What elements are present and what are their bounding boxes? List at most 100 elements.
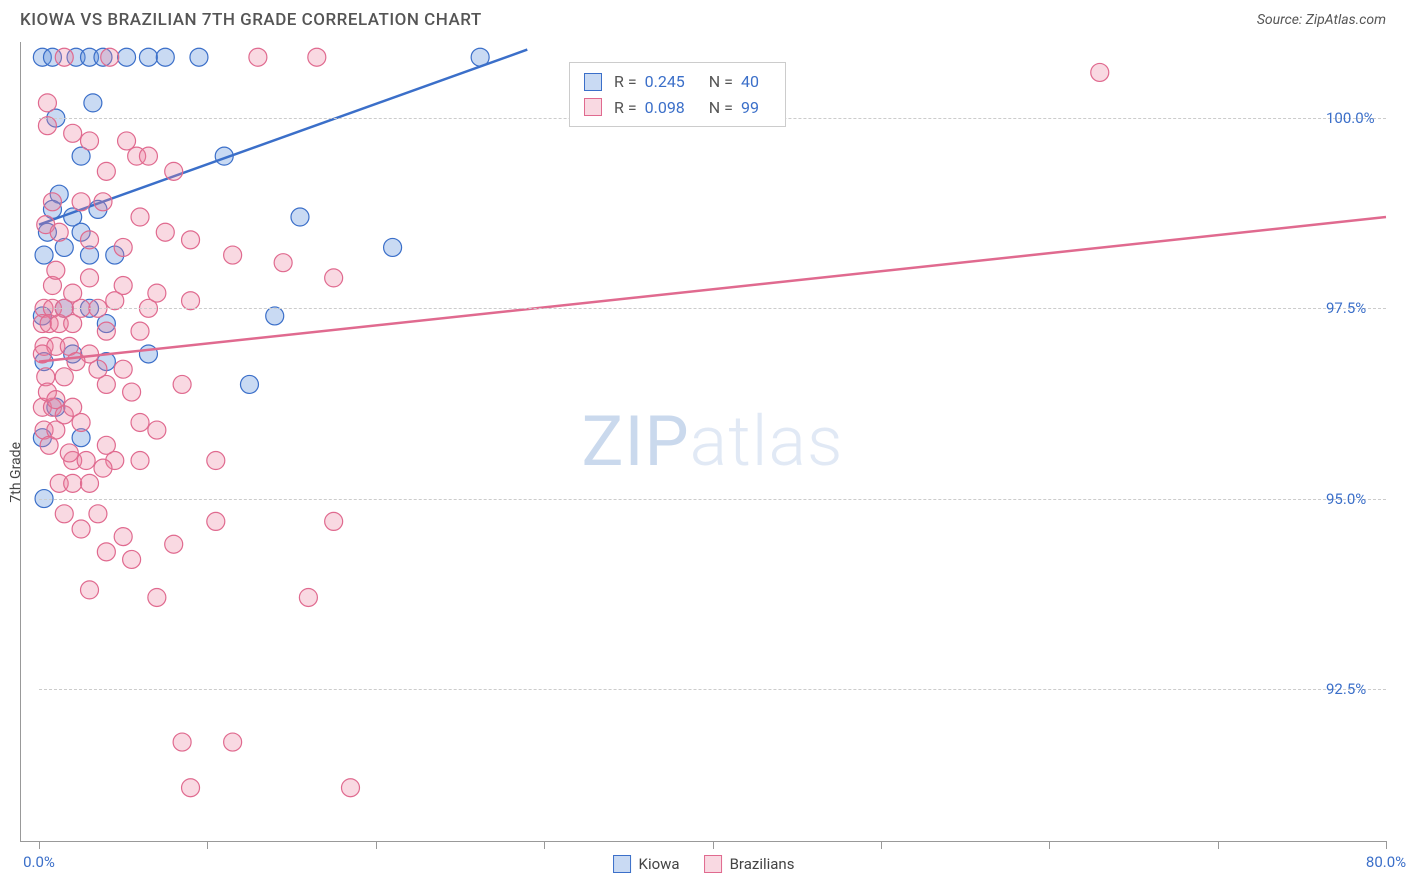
data-point bbox=[114, 528, 132, 546]
data-point bbox=[299, 588, 317, 606]
x-tick bbox=[544, 841, 545, 849]
data-point bbox=[118, 48, 136, 66]
data-point bbox=[156, 223, 174, 241]
data-point bbox=[384, 238, 402, 256]
data-point bbox=[224, 733, 242, 751]
legend-label-kiowa: Kiowa bbox=[639, 855, 680, 873]
correlation-legend-row-kiowa: R = 0.245 N = 40 bbox=[584, 69, 771, 95]
x-tick bbox=[1049, 841, 1050, 849]
legend-swatch-brazilians bbox=[584, 98, 602, 116]
y-axis-label: 7th Grade bbox=[8, 442, 24, 503]
trend-line bbox=[39, 217, 1386, 362]
x-tick bbox=[376, 841, 377, 849]
data-point bbox=[89, 505, 107, 523]
data-point bbox=[101, 48, 119, 66]
data-point bbox=[72, 520, 90, 538]
data-point bbox=[64, 284, 82, 302]
data-point bbox=[94, 459, 112, 477]
data-point bbox=[123, 550, 141, 568]
data-point bbox=[81, 269, 99, 287]
x-tick-label: 80.0% bbox=[1366, 853, 1406, 871]
data-point bbox=[55, 505, 73, 523]
data-point bbox=[325, 512, 343, 530]
chart-container: 7th Grade ZIPatlas 92.5%95.0%97.5%100.0%… bbox=[20, 42, 1386, 842]
n-value-brazilians: 99 bbox=[741, 95, 759, 121]
data-point bbox=[207, 512, 225, 530]
data-point bbox=[64, 124, 82, 142]
chart-header: KIOWA VS BRAZILIAN 7TH GRADE CORRELATION… bbox=[0, 0, 1406, 38]
data-point bbox=[64, 398, 82, 416]
data-point bbox=[38, 117, 56, 135]
data-point bbox=[148, 588, 166, 606]
x-tick bbox=[39, 841, 40, 849]
data-point bbox=[50, 223, 68, 241]
data-point bbox=[60, 444, 78, 462]
data-point bbox=[94, 193, 112, 211]
data-point bbox=[139, 147, 157, 165]
data-point bbox=[148, 284, 166, 302]
data-point bbox=[47, 391, 65, 409]
data-point bbox=[291, 208, 309, 226]
data-point bbox=[64, 474, 82, 492]
data-point bbox=[64, 315, 82, 333]
data-point bbox=[308, 48, 326, 66]
data-point bbox=[131, 452, 149, 470]
legend-label-brazilians: Brazilians bbox=[730, 855, 795, 873]
gridline bbox=[39, 689, 1386, 690]
gridline bbox=[39, 499, 1386, 500]
data-point bbox=[173, 375, 191, 393]
data-point bbox=[114, 360, 132, 378]
y-tick-label: 92.5% bbox=[1326, 680, 1366, 698]
x-tick bbox=[1386, 841, 1387, 849]
r-value-brazilians: 0.098 bbox=[645, 95, 685, 121]
data-point bbox=[97, 162, 115, 180]
data-point bbox=[240, 375, 258, 393]
data-point bbox=[43, 193, 61, 211]
data-point bbox=[72, 193, 90, 211]
n-value-kiowa: 40 bbox=[741, 69, 759, 95]
data-point bbox=[118, 132, 136, 150]
data-point bbox=[81, 132, 99, 150]
x-tick-label: 0.0% bbox=[23, 853, 55, 871]
data-point bbox=[224, 246, 242, 264]
chart-source: Source: ZipAtlas.com bbox=[1257, 12, 1386, 28]
legend-swatch-kiowa bbox=[584, 73, 602, 91]
data-point bbox=[139, 345, 157, 363]
correlation-legend-row-brazilians: R = 0.098 N = 99 bbox=[584, 95, 771, 121]
x-tick bbox=[207, 841, 208, 849]
data-point bbox=[67, 353, 85, 371]
data-point bbox=[131, 322, 149, 340]
data-point bbox=[97, 543, 115, 561]
data-point bbox=[131, 208, 149, 226]
data-point bbox=[55, 48, 73, 66]
data-point bbox=[81, 474, 99, 492]
data-point bbox=[207, 452, 225, 470]
data-point bbox=[173, 733, 191, 751]
data-point bbox=[182, 231, 200, 249]
data-point bbox=[341, 779, 359, 797]
data-point bbox=[114, 238, 132, 256]
data-point bbox=[274, 254, 292, 272]
y-tick-label: 97.5% bbox=[1326, 299, 1366, 317]
series-legend: Kiowa Brazilians bbox=[613, 855, 795, 873]
r-value-kiowa: 0.245 bbox=[645, 69, 685, 95]
chart-title: KIOWA VS BRAZILIAN 7TH GRADE CORRELATION… bbox=[20, 10, 482, 30]
data-point bbox=[131, 413, 149, 431]
correlation-legend: R = 0.245 N = 40 R = 0.098 N = 99 bbox=[569, 62, 786, 127]
y-tick-label: 100.0% bbox=[1326, 109, 1375, 127]
x-tick bbox=[713, 841, 714, 849]
plot-area: ZIPatlas 92.5%95.0%97.5%100.0% bbox=[39, 42, 1386, 841]
data-point bbox=[89, 360, 107, 378]
data-point bbox=[148, 421, 166, 439]
data-point bbox=[40, 436, 58, 454]
data-point bbox=[47, 261, 65, 279]
data-point bbox=[35, 246, 53, 264]
x-tick bbox=[881, 841, 882, 849]
data-point bbox=[165, 535, 183, 553]
legend-swatch-kiowa-icon bbox=[613, 855, 631, 873]
x-tick bbox=[1218, 841, 1219, 849]
legend-swatch-brazilians-icon bbox=[704, 855, 722, 873]
data-point bbox=[165, 162, 183, 180]
data-point bbox=[38, 94, 56, 112]
data-point bbox=[114, 277, 132, 295]
